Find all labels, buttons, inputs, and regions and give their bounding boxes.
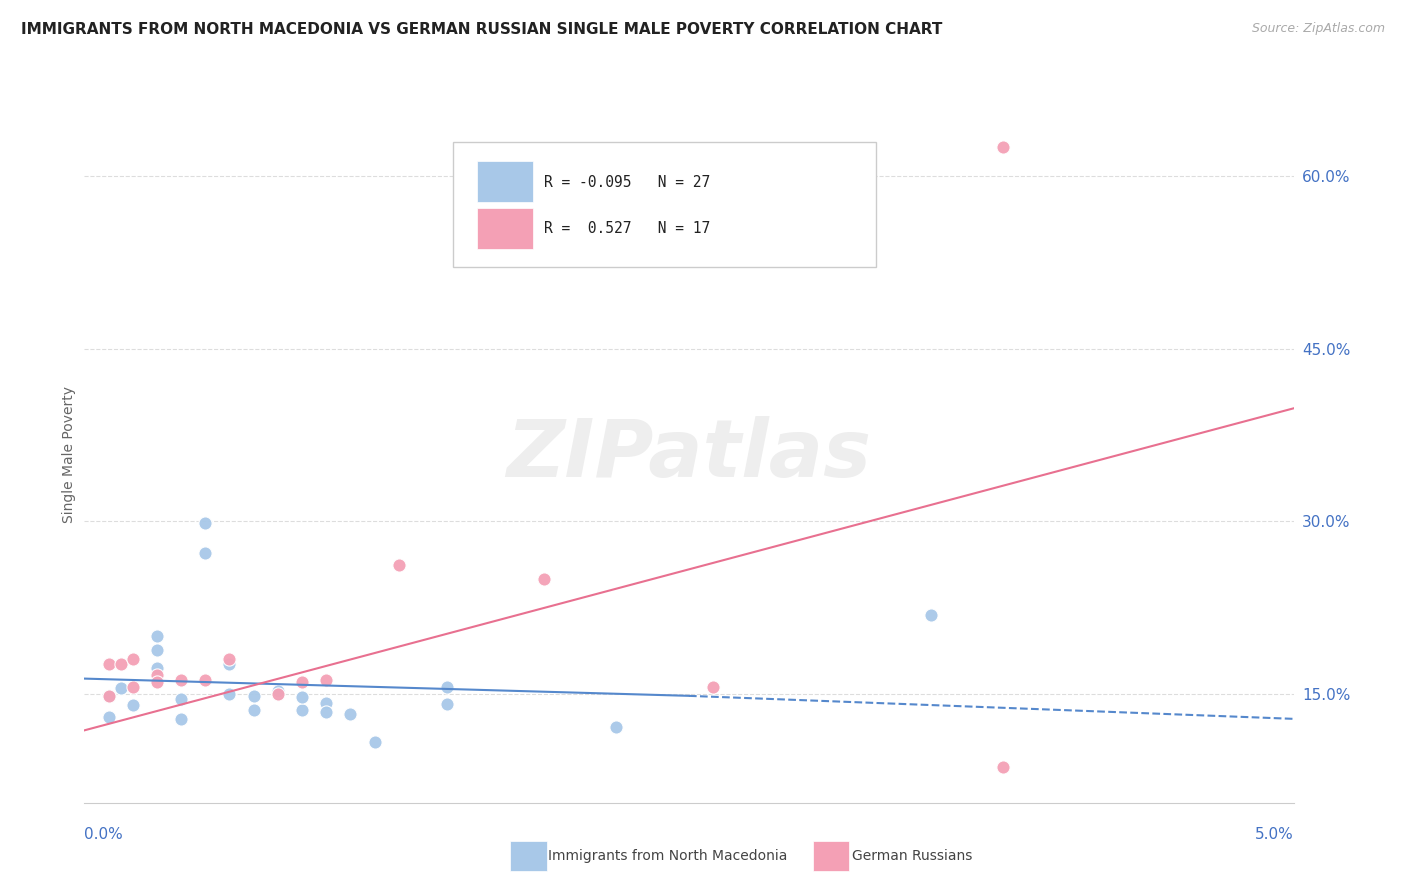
Text: IMMIGRANTS FROM NORTH MACEDONIA VS GERMAN RUSSIAN SINGLE MALE POVERTY CORRELATIO: IMMIGRANTS FROM NORTH MACEDONIA VS GERMA… xyxy=(21,22,942,37)
Point xyxy=(363,735,385,749)
FancyBboxPatch shape xyxy=(478,161,533,202)
Point xyxy=(97,689,120,703)
Point xyxy=(110,657,132,671)
Point xyxy=(315,705,337,719)
Point xyxy=(194,673,217,687)
Point xyxy=(170,712,193,726)
Point xyxy=(291,703,314,717)
Point xyxy=(218,687,240,701)
Text: ZIPatlas: ZIPatlas xyxy=(506,416,872,494)
Point xyxy=(146,668,169,682)
Point xyxy=(315,673,337,687)
Text: Source: ZipAtlas.com: Source: ZipAtlas.com xyxy=(1251,22,1385,36)
Point xyxy=(146,629,169,643)
Point xyxy=(702,680,724,694)
Point xyxy=(436,697,458,711)
Text: German Russians: German Russians xyxy=(852,849,973,863)
Point xyxy=(605,720,627,734)
Point xyxy=(291,690,314,704)
Point xyxy=(242,703,264,717)
Point xyxy=(194,546,217,560)
Point xyxy=(146,643,169,657)
Point xyxy=(993,140,1015,154)
Y-axis label: Single Male Poverty: Single Male Poverty xyxy=(62,386,76,524)
Point xyxy=(97,709,120,723)
Point xyxy=(146,661,169,675)
Point xyxy=(267,684,290,698)
Text: 0.0%: 0.0% xyxy=(84,827,124,841)
Point xyxy=(97,657,120,671)
Point xyxy=(920,608,942,623)
Point xyxy=(242,689,264,703)
Text: R =  0.527   N = 17: R = 0.527 N = 17 xyxy=(544,221,710,236)
Point xyxy=(267,687,290,701)
Point xyxy=(436,680,458,694)
Point xyxy=(388,558,411,572)
Point xyxy=(194,516,217,531)
Point xyxy=(218,657,240,671)
Point xyxy=(267,687,290,701)
Point xyxy=(110,681,132,695)
Point xyxy=(121,652,143,666)
Point xyxy=(339,707,361,722)
Point xyxy=(291,675,314,690)
Point xyxy=(993,760,1015,774)
Point xyxy=(170,673,193,687)
Point xyxy=(121,698,143,712)
FancyBboxPatch shape xyxy=(453,142,876,267)
Point xyxy=(315,696,337,710)
Point xyxy=(218,652,240,666)
Point xyxy=(121,680,143,694)
FancyBboxPatch shape xyxy=(478,208,533,249)
Text: Immigrants from North Macedonia: Immigrants from North Macedonia xyxy=(548,849,787,863)
Point xyxy=(146,675,169,690)
Point xyxy=(170,692,193,706)
Text: R = -0.095   N = 27: R = -0.095 N = 27 xyxy=(544,175,710,190)
Point xyxy=(97,689,120,703)
Text: 5.0%: 5.0% xyxy=(1254,827,1294,841)
Point xyxy=(533,572,555,586)
